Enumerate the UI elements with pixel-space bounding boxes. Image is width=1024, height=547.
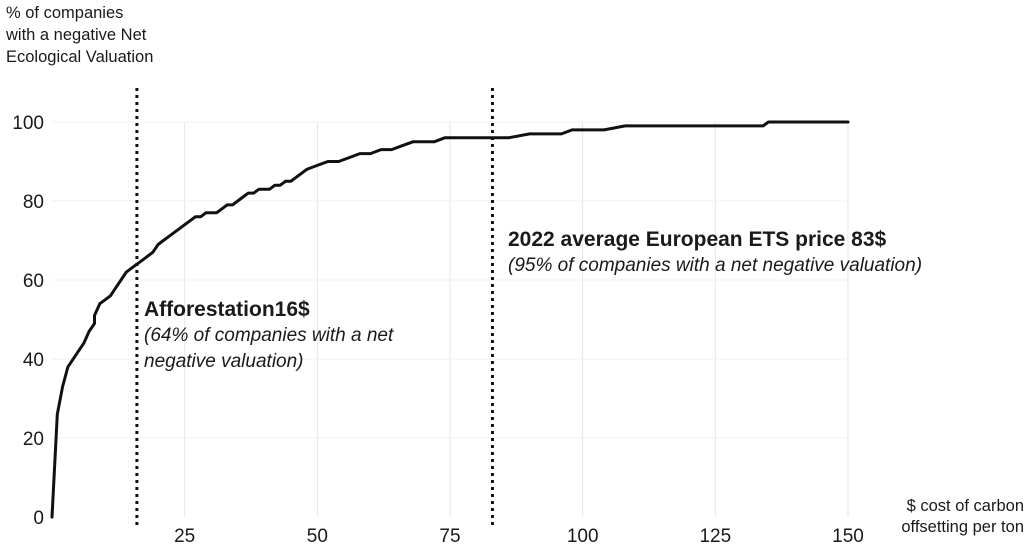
x-tick-label-100: 100 — [567, 526, 599, 547]
x-tick-label-75: 75 — [439, 526, 460, 547]
y-tick-label-40: 40 — [23, 350, 44, 371]
y-tick-labels: 0 20 40 60 80 100 — [12, 113, 44, 529]
y-tick-label-60: 60 — [23, 271, 44, 292]
reference-lines — [135, 88, 494, 525]
afforestation-annotation-title: Afforestation16$ — [144, 298, 310, 321]
x-axis-title-line-2: offsetting per ton — [901, 518, 1024, 536]
afforestation-annotation-note: (64% of companies with a net negative va… — [144, 325, 394, 372]
gridlines — [52, 121, 849, 517]
y-tick-label-0: 0 — [33, 508, 44, 529]
ets-price-annotation-title: 2022 average European ETS price 83$ — [508, 228, 887, 251]
x-tick-label-25: 25 — [174, 526, 195, 547]
y-axis-title-line-2: with a negative Net — [6, 26, 147, 44]
y-tick-label-20: 20 — [23, 429, 44, 450]
x-tick-labels: 25 50 75 100 125 150 — [174, 526, 864, 547]
series-lines — [50, 120, 850, 519]
y-axis-title-line-1: % of companies — [6, 4, 124, 22]
y-tick-label-80: 80 — [23, 192, 44, 213]
y-axis-title-line-3: Ecological Valuation — [6, 48, 154, 66]
x-tick-label-50: 50 — [307, 526, 328, 547]
x-axis-title-line-1: $ cost of carbon — [906, 497, 1024, 515]
x-tick-label-125: 125 — [699, 526, 731, 547]
x-tick-label-150: 150 — [832, 526, 864, 547]
y-tick-label-100: 100 — [12, 113, 44, 134]
ets-price-annotation: 2022 average European ETS price 83$ (95%… — [508, 226, 928, 279]
ets-price-annotation-note: (95% of companies with a net negative va… — [508, 255, 923, 276]
series-line-1 — [50, 120, 850, 519]
afforestation-annotation: Afforestation16$ (64% of companies with … — [144, 296, 404, 375]
x-axis-title: $ cost of carbon offsetting per ton — [883, 496, 1024, 538]
y-axis-title: % of companies with a negative Net Ecolo… — [6, 2, 206, 68]
